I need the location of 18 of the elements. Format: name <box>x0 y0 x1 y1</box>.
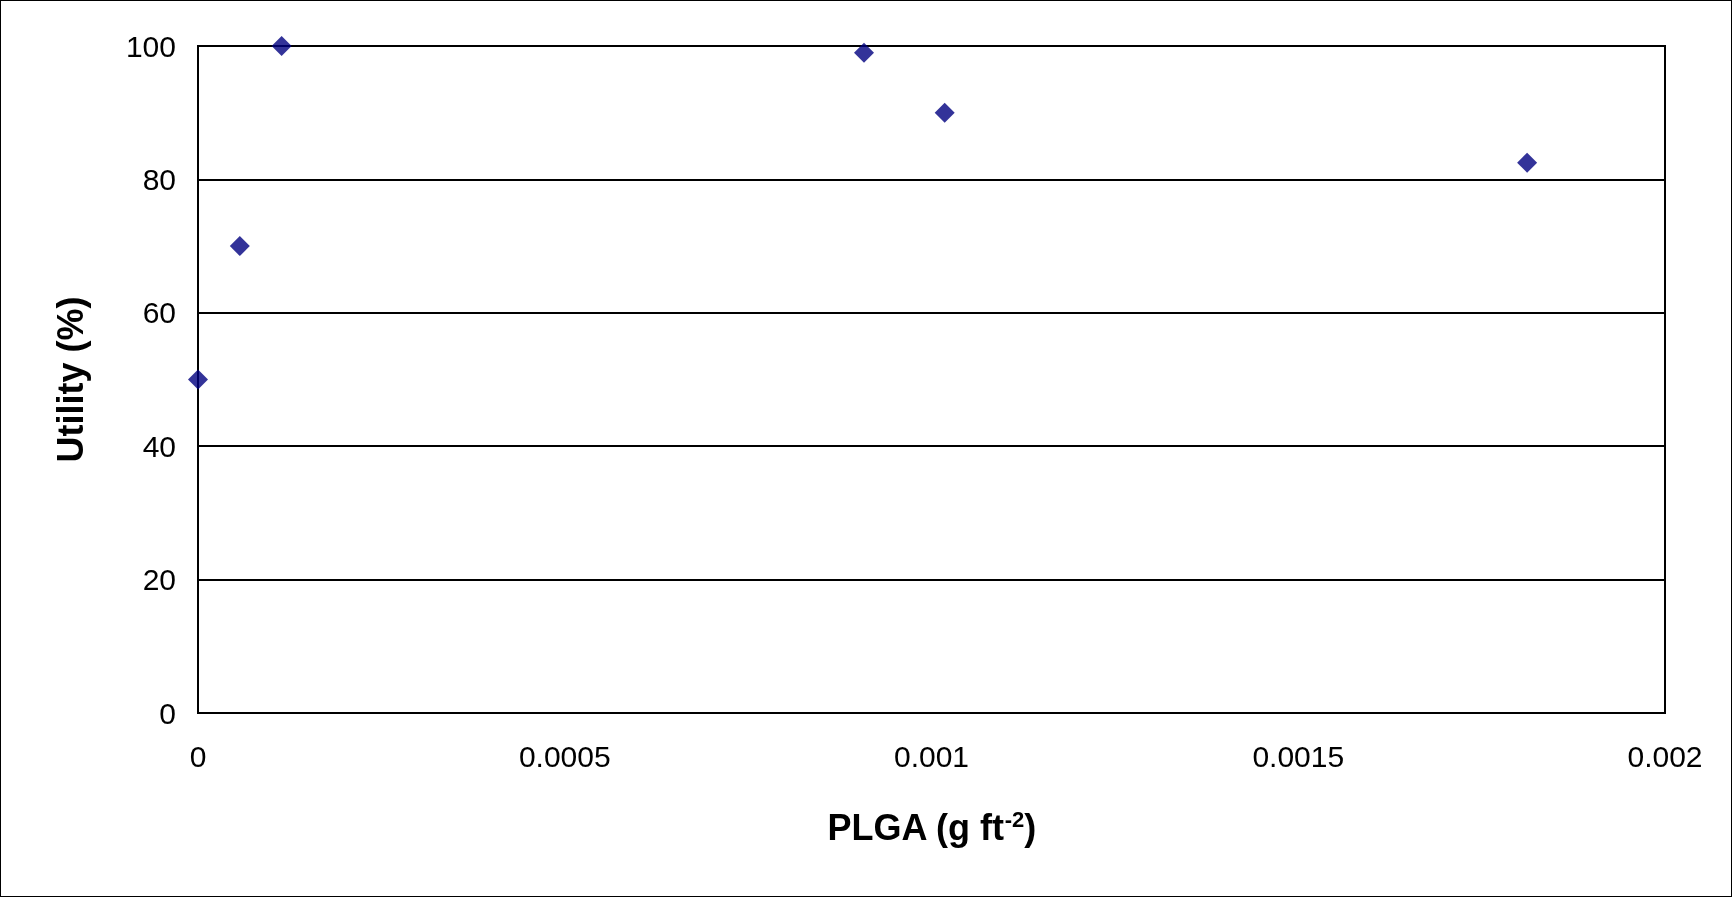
y-tick-label: 0 <box>159 696 176 730</box>
x-tick-label: 0.0015 <box>1252 739 1345 773</box>
point <box>1517 152 1538 173</box>
point <box>188 369 208 390</box>
x-tick-label: 0.002 <box>1627 739 1703 773</box>
point <box>271 36 292 56</box>
y-tick-label: 80 <box>142 162 176 196</box>
y-axis-title: Utility (%) <box>49 296 91 463</box>
y-tick-label: 100 <box>125 29 176 63</box>
point <box>229 236 250 257</box>
x-tick-label: 0.0005 <box>518 739 611 773</box>
y-tick-label: 40 <box>142 429 176 463</box>
point <box>934 102 955 123</box>
x-tick-label: 0.001 <box>893 739 970 773</box>
x-tick-label: 0 <box>189 739 207 773</box>
y-tick-label: 20 <box>142 563 176 597</box>
y-tick-label: 60 <box>142 296 176 330</box>
point <box>854 42 875 63</box>
